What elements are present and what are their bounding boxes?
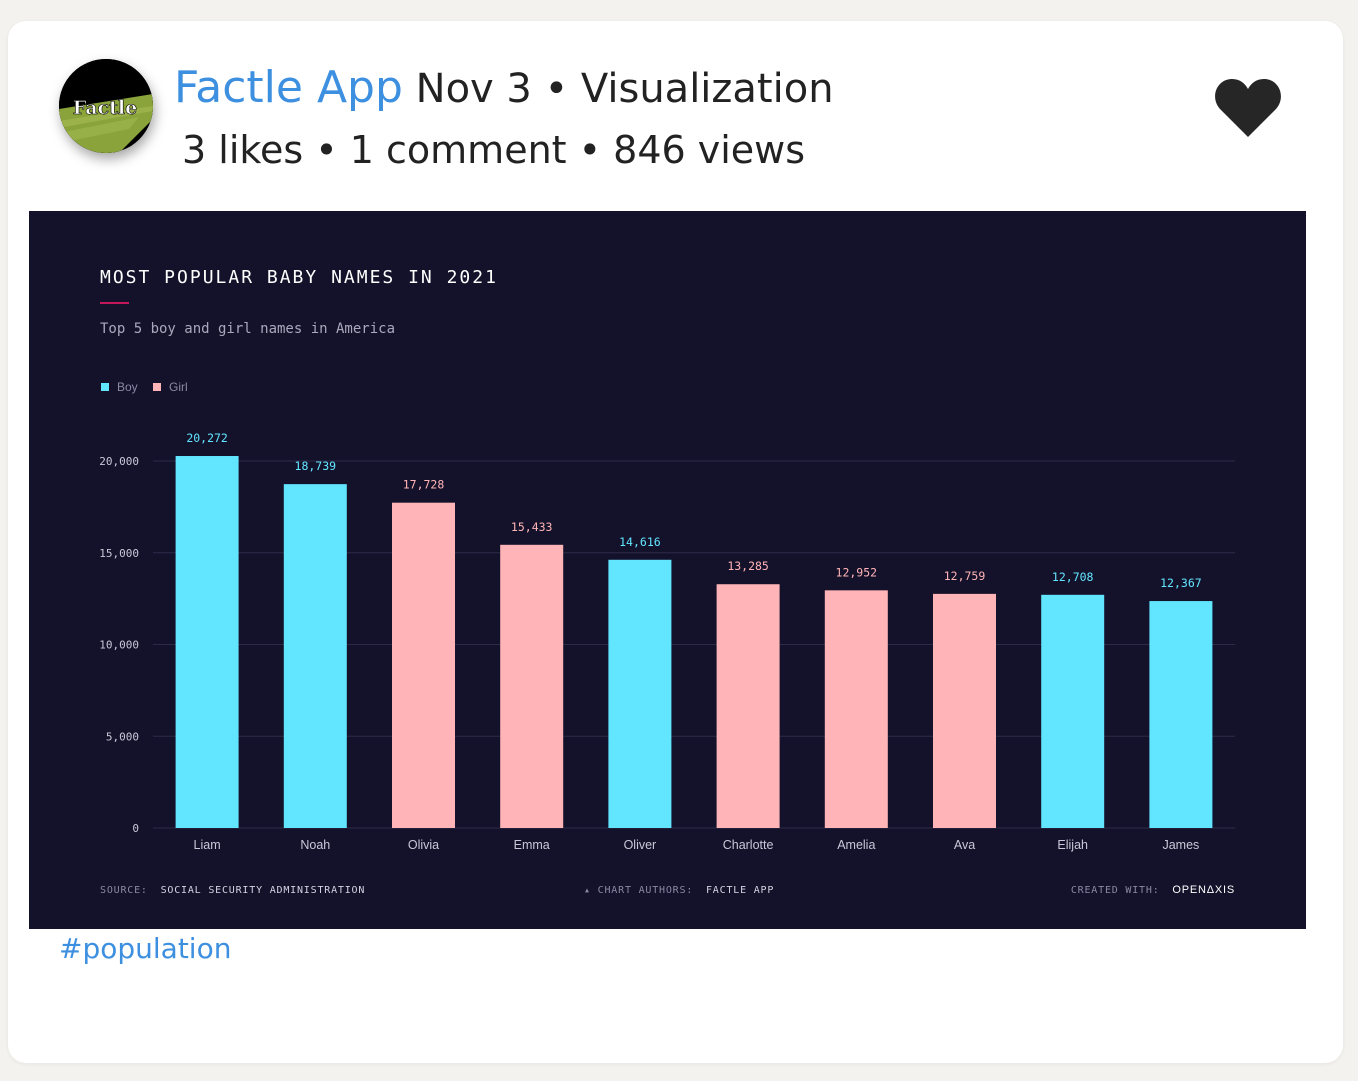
post-date-category: Nov 3 • Visualization <box>415 66 834 112</box>
factle-logo: Factle <box>59 59 153 153</box>
y-tick-label: 20,000 <box>99 455 139 468</box>
x-tick-label: Amelia <box>837 838 875 852</box>
x-tick-label: James <box>1162 838 1199 852</box>
data-label: 15,433 <box>511 520 553 534</box>
data-label: 12,759 <box>944 569 986 583</box>
data-label: 14,616 <box>619 535 661 549</box>
chart-title: MOST POPULAR BABY NAMES IN 2021 <box>100 267 498 288</box>
x-tick-label: Oliver <box>624 838 657 852</box>
data-label: 12,708 <box>1052 570 1094 584</box>
y-tick-label: 15,000 <box>99 547 139 560</box>
post-header: Factle App Nov 3 • Visualization <box>174 62 834 113</box>
x-axis-ticks: Liam Noah Olivia Emma Oliver Charlotte Amelia A… <box>194 838 1200 852</box>
bar <box>1149 601 1213 828</box>
y-tick-label: 0 <box>132 822 139 835</box>
footer-source-value: SOCIAL SECURITY ADMINISTRATION <box>161 885 366 896</box>
chart-footer: SOURCE: SOCIAL SECURITY ADMINISTRATION ▴… <box>100 884 1235 896</box>
bar <box>1041 594 1105 828</box>
bar <box>500 544 564 828</box>
footer-created: CREATED WITH: OPENΔXIS <box>1071 884 1235 896</box>
bar <box>175 456 239 828</box>
data-label: 13,285 <box>727 559 769 573</box>
x-tick-label: Noah <box>300 838 330 852</box>
author-link[interactable]: Factle App <box>174 62 403 113</box>
x-tick-label: Liam <box>194 838 221 852</box>
x-tick-label: Elijah <box>1057 838 1088 852</box>
post-stats: 3 likes • 1 comment • 846 views <box>182 128 806 172</box>
hashtag-link[interactable]: #population <box>59 932 232 965</box>
data-label: 18,739 <box>295 459 337 473</box>
bar <box>824 590 888 828</box>
footer-created-label: CREATED WITH: <box>1071 885 1160 896</box>
bar <box>933 593 996 828</box>
openaxis-logo-text[interactable]: OPENΔXIS <box>1172 884 1235 896</box>
chart-subtitle: Top 5 boy and girl names in America <box>100 321 395 337</box>
avatar[interactable]: Factle <box>59 59 153 153</box>
legend: Boy Girl <box>101 380 188 394</box>
x-tick-label: Ava <box>954 838 975 852</box>
y-tick-label: 10,000 <box>99 639 139 652</box>
y-tick-label: 5,000 <box>106 730 139 743</box>
footer-source-label: SOURCE: <box>100 885 148 896</box>
data-label: 17,728 <box>403 478 445 492</box>
legend-label-boy: Boy <box>117 380 138 394</box>
data-label: 12,952 <box>836 565 878 579</box>
footer-source: SOURCE: SOCIAL SECURITY ADMINISTRATION <box>100 885 365 896</box>
x-tick-label: Olivia <box>408 838 439 852</box>
data-label: 20,272 <box>186 431 228 445</box>
footer-authors-marker: ▴ <box>584 885 598 896</box>
legend-label-girl: Girl <box>169 380 188 394</box>
bars: 20,272 18,739 17,728 15,433 14,616 13,285 12,9… <box>175 431 1213 828</box>
chart: MOST POPULAR BABY NAMES IN 2021 Top 5 bo… <box>29 211 1306 929</box>
bar <box>716 584 780 828</box>
x-tick-label: Emma <box>514 838 550 852</box>
legend-swatch-boy <box>101 383 109 391</box>
footer-authors-label: CHART AUTHORS: <box>598 885 694 896</box>
bar <box>392 502 455 828</box>
footer-authors-value: FACTLE APP <box>706 885 774 896</box>
y-axis-ticks: 0 5,000 10,000 15,000 20,000 <box>99 455 139 835</box>
footer-authors: ▴ CHART AUTHORS: FACTLE APP <box>584 885 774 896</box>
logo-text: Factle <box>73 97 137 119</box>
bar <box>608 559 672 828</box>
x-tick-label: Charlotte <box>723 838 774 852</box>
heart-icon[interactable] <box>1214 77 1282 139</box>
bar <box>283 484 347 828</box>
legend-swatch-girl <box>153 383 161 391</box>
data-label: 12,367 <box>1160 576 1202 590</box>
